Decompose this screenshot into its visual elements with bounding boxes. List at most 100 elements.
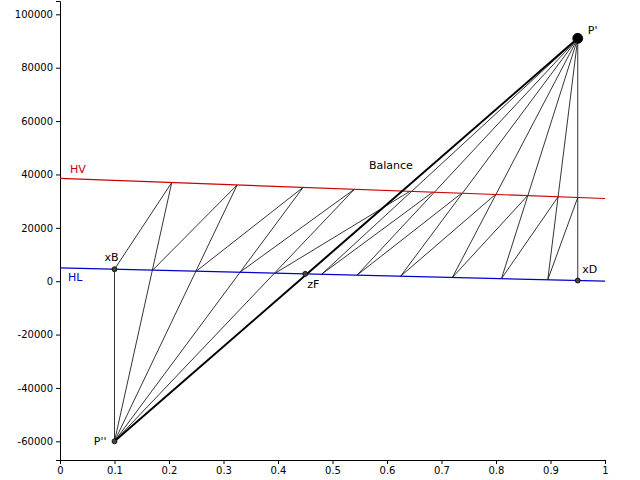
tick: 0.7 <box>434 460 450 476</box>
construction-line <box>452 38 577 277</box>
tick-mark <box>56 14 60 15</box>
tick-label: 0.6 <box>380 465 396 476</box>
tick-mark <box>56 335 60 336</box>
tick-mark <box>169 460 170 464</box>
construction-line <box>115 185 238 441</box>
point-label: P'' <box>94 435 107 448</box>
point <box>573 33 583 43</box>
x-axis: 0 0.1 0.2 0.3 0.4 0.5 0.6 0.7 0.8 0.9 1 <box>57 460 608 476</box>
enthalpy-line <box>60 178 605 198</box>
tick-label: 40000 <box>21 169 53 180</box>
tick-mark <box>56 228 60 229</box>
tick-label: -20000 <box>18 329 53 340</box>
tick: -60000 <box>18 436 60 447</box>
construction-line <box>153 185 237 270</box>
tick-label: 0 <box>57 465 63 476</box>
tick-mark <box>496 460 497 464</box>
tick-mark <box>387 460 388 464</box>
construction-line <box>114 269 115 441</box>
tick-mark <box>278 460 279 464</box>
tick: 0.1 <box>107 460 123 476</box>
axis-line <box>56 2 61 461</box>
tick-mark <box>56 68 60 69</box>
tick-label: 0.4 <box>271 465 287 476</box>
construction-line <box>357 193 462 275</box>
tick-label: 0.3 <box>216 465 232 476</box>
construction-line <box>115 183 172 270</box>
tick-label: 0.5 <box>325 465 341 476</box>
tick-label: 20000 <box>21 223 53 234</box>
point <box>575 278 580 283</box>
tick-label: 1 <box>602 465 608 476</box>
point <box>112 267 117 272</box>
tick: 0.2 <box>162 460 178 476</box>
tick-mark <box>56 281 60 282</box>
tick-label: 0 <box>47 276 53 287</box>
construction-line <box>322 38 578 274</box>
point-label: zF <box>307 278 319 291</box>
tick-label: 100000 <box>15 9 53 20</box>
axis-line <box>61 461 606 465</box>
point-label: xD <box>582 263 597 276</box>
tick-mark <box>333 460 334 464</box>
tick: 0.5 <box>325 460 341 476</box>
plot: 0 0.1 0.2 0.3 0.4 0.5 0.6 0.7 0.8 0.9 1 -60000 -4000… <box>15 2 609 477</box>
tick: 60000 <box>21 116 60 127</box>
tick: 80000 <box>21 62 60 73</box>
series-label: HV <box>70 163 86 176</box>
tick-label: 60000 <box>21 116 53 127</box>
construction-line <box>196 187 303 271</box>
point <box>112 439 117 444</box>
construction-line <box>577 38 578 280</box>
tick-label: 80000 <box>21 62 53 73</box>
tick-mark <box>224 460 225 464</box>
tick: 20000 <box>21 223 60 234</box>
tick: 0.9 <box>543 460 559 476</box>
chart-svg: 0 0.1 0.2 0.3 0.4 0.5 0.6 0.7 0.8 0.9 1 -60000 -4000… <box>0 0 640 480</box>
tick-label: -40000 <box>18 383 53 394</box>
tick-label: -60000 <box>18 436 53 447</box>
point-label: P' <box>588 24 598 37</box>
construction-line <box>322 192 433 274</box>
balance-line <box>115 38 578 441</box>
construction-line <box>501 38 577 278</box>
tick: -20000 <box>18 329 60 340</box>
tick-mark <box>442 460 443 464</box>
tick-mark <box>115 460 116 464</box>
tick-label: 0.1 <box>107 465 123 476</box>
construction-line <box>548 197 578 279</box>
tick-mark <box>56 441 60 442</box>
tick-mark <box>56 174 60 175</box>
tick: 0.3 <box>216 460 232 476</box>
construction-line <box>401 194 496 276</box>
tick-mark <box>56 121 60 122</box>
enthalpy-line <box>60 268 605 281</box>
marks <box>60 33 605 443</box>
y-axis: -60000 -40000 -20000 0 20000 40000 60000 80000 1… <box>15 2 61 461</box>
tick-mark <box>56 388 60 389</box>
tick-label: 0.8 <box>489 465 505 476</box>
construction-line <box>115 187 304 441</box>
tick: 1 <box>602 460 608 476</box>
tick-mark <box>605 460 606 464</box>
construction-line <box>275 191 410 273</box>
tick-label: 0.7 <box>434 465 450 476</box>
tick: -40000 <box>18 383 60 394</box>
tick-label: 0.2 <box>162 465 178 476</box>
tick: 0.4 <box>271 460 287 476</box>
tick: 100000 <box>15 9 60 20</box>
chart-container: 0 0.1 0.2 0.3 0.4 0.5 0.6 0.7 0.8 0.9 1 -60000 -4000… <box>0 0 640 480</box>
tick-mark <box>551 460 552 464</box>
construction-line <box>115 189 355 441</box>
point <box>303 271 308 276</box>
tick-label: 0.9 <box>543 465 559 476</box>
balance-label: Balance <box>369 159 413 172</box>
tick: 0 <box>47 276 60 287</box>
tick: 0 <box>57 460 63 476</box>
point-label: xB <box>104 251 118 264</box>
construction-line <box>357 38 578 275</box>
construction-line <box>401 38 578 276</box>
construction-line <box>452 196 527 278</box>
tick: 0.8 <box>489 460 505 476</box>
series-label: HL <box>68 271 83 284</box>
